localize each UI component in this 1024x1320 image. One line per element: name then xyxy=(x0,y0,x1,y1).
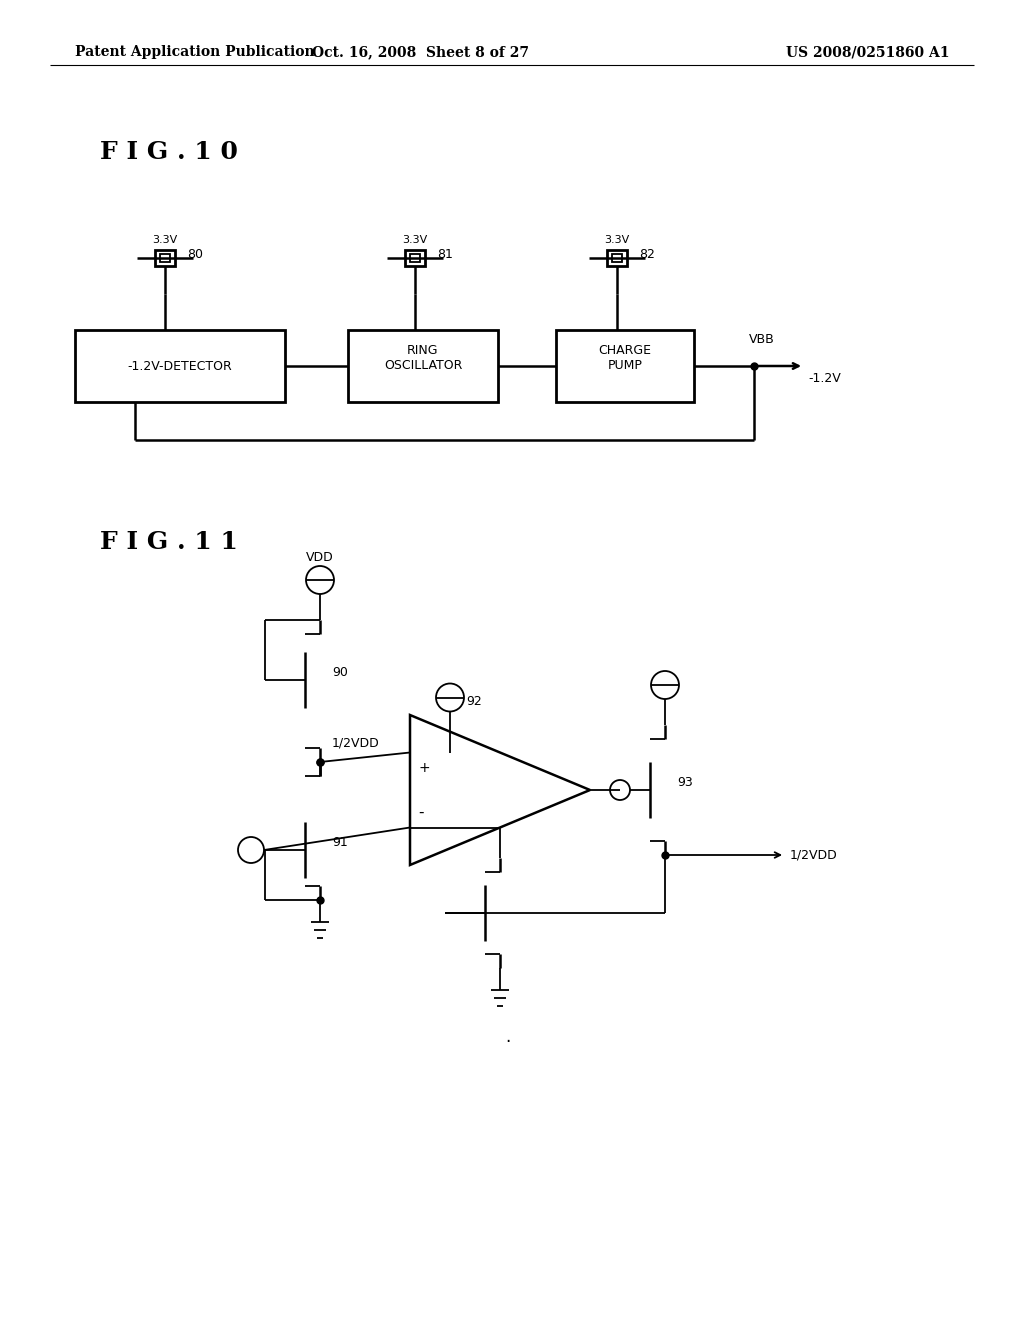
Text: -1.2V: -1.2V xyxy=(808,372,841,385)
Bar xyxy=(406,249,425,267)
Text: 91: 91 xyxy=(332,836,348,849)
Text: +: + xyxy=(418,762,430,775)
Bar xyxy=(410,253,420,261)
Bar xyxy=(556,330,694,403)
Bar xyxy=(612,253,622,261)
Text: 3.3V: 3.3V xyxy=(153,235,177,246)
Text: F I G . 1 1: F I G . 1 1 xyxy=(100,531,238,554)
Text: 82: 82 xyxy=(639,248,655,260)
Text: Oct. 16, 2008  Sheet 8 of 27: Oct. 16, 2008 Sheet 8 of 27 xyxy=(311,45,528,59)
Text: F I G . 1 0: F I G . 1 0 xyxy=(100,140,238,164)
Text: -1.2V-DETECTOR: -1.2V-DETECTOR xyxy=(128,359,232,372)
Text: Patent Application Publication: Patent Application Publication xyxy=(75,45,314,59)
Text: VDD: VDD xyxy=(306,550,334,564)
Text: 1/2VDD: 1/2VDD xyxy=(332,737,380,750)
Bar xyxy=(75,330,285,403)
Text: 3.3V: 3.3V xyxy=(402,235,428,246)
Text: RING
OSCILLATOR: RING OSCILLATOR xyxy=(384,345,462,372)
Text: -: - xyxy=(418,804,424,820)
Text: .: . xyxy=(505,1027,510,1045)
Text: VBB: VBB xyxy=(749,333,775,346)
Bar xyxy=(348,330,498,403)
Bar xyxy=(607,249,627,267)
Text: 80: 80 xyxy=(187,248,203,260)
Text: 81: 81 xyxy=(437,248,453,260)
Text: 93: 93 xyxy=(677,776,693,788)
Bar xyxy=(160,253,170,261)
Text: 1/2VDD: 1/2VDD xyxy=(790,849,838,862)
Bar xyxy=(155,249,175,267)
Text: CHARGE
PUMP: CHARGE PUMP xyxy=(598,345,651,372)
Text: 92: 92 xyxy=(466,696,481,708)
Text: 3.3V: 3.3V xyxy=(604,235,630,246)
Text: US 2008/0251860 A1: US 2008/0251860 A1 xyxy=(786,45,950,59)
Text: 90: 90 xyxy=(332,665,348,678)
